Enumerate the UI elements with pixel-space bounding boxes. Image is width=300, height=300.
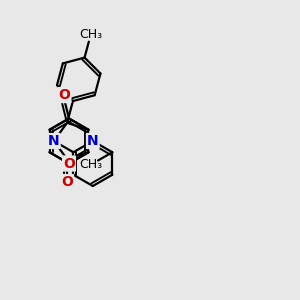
Text: N: N	[48, 134, 60, 148]
Text: CH₃: CH₃	[79, 158, 102, 171]
Text: O: O	[58, 88, 70, 102]
Text: CH₃: CH₃	[79, 28, 102, 41]
Text: O: O	[63, 157, 75, 170]
Text: O: O	[61, 175, 73, 189]
Text: N: N	[87, 134, 99, 148]
